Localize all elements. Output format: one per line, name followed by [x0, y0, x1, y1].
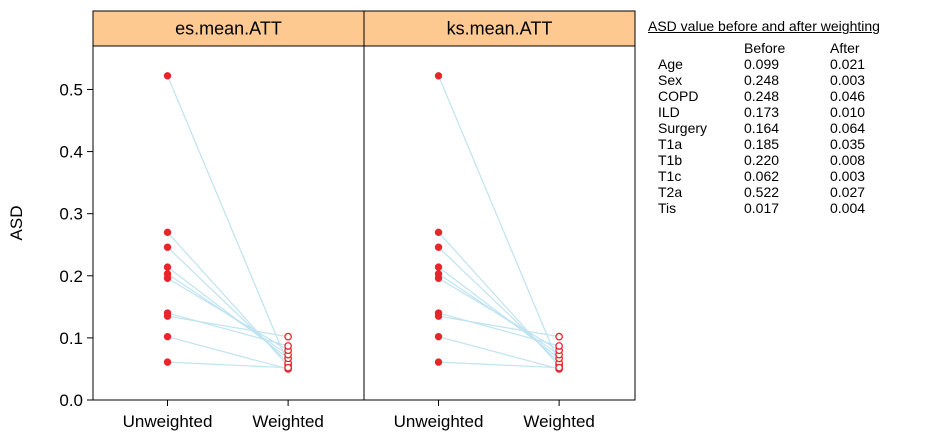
- row-after: 0.027: [830, 184, 866, 200]
- header-variable: [658, 40, 744, 56]
- asd-table: ASD value before and after weighting Bef…: [648, 18, 890, 216]
- y-tick-label: 0.1: [59, 329, 83, 348]
- row-after: 0.021: [830, 56, 866, 72]
- table-row: T2a 0.522 0.027: [658, 184, 890, 200]
- x-tick-label: Unweighted: [123, 412, 213, 431]
- row-after: 0.064: [830, 120, 866, 136]
- row-variable: Sex: [658, 72, 683, 88]
- unweighted-point: [163, 332, 172, 341]
- weighted-point: [555, 363, 563, 372]
- row-after: 0.003: [830, 168, 866, 184]
- panel-title: es.mean.ATT: [175, 19, 282, 39]
- unweighted-point: [163, 312, 172, 320]
- weighted-point: [284, 332, 292, 341]
- table-row: ILD 0.173 0.010: [658, 104, 890, 120]
- row-before: 0.173: [744, 104, 780, 120]
- y-tick-label: 0.5: [59, 80, 83, 99]
- table-row: Surgery 0.164 0.064: [658, 120, 890, 136]
- pair-line: [167, 312, 289, 347]
- table-row: Age 0.099 0.021: [658, 56, 890, 72]
- unweighted-point: [163, 274, 172, 282]
- row-variable: Surgery: [658, 120, 708, 136]
- row-after: 0.008: [830, 152, 866, 168]
- y-axis-label: ASD: [7, 206, 26, 241]
- unweighted-point: [434, 332, 443, 341]
- row-before: 0.185: [744, 136, 780, 152]
- row-variable: T1b: [658, 152, 683, 168]
- table-row: T1b 0.220 0.008: [658, 152, 890, 168]
- row-after: 0.003: [830, 72, 866, 88]
- row-before: 0.062: [744, 168, 780, 184]
- row-variable: Tis: [658, 200, 677, 216]
- pair-line: [438, 361, 560, 369]
- header-after: After: [830, 40, 860, 56]
- row-variable: T1c: [658, 168, 682, 184]
- table-row: Tis 0.017 0.004: [658, 200, 890, 216]
- pair-line: [167, 361, 289, 369]
- row-variable: Age: [658, 56, 683, 72]
- y-tick-label: 0.3: [59, 205, 83, 224]
- unweighted-point: [163, 72, 172, 80]
- panel-frame: [363, 45, 636, 401]
- x-tick-label: Unweighted: [394, 412, 484, 431]
- unweighted-point: [434, 228, 443, 237]
- row-variable: COPD: [658, 88, 699, 104]
- row-before: 0.522: [744, 184, 780, 200]
- unweighted-point: [163, 243, 172, 251]
- unweighted-point: [434, 72, 443, 80]
- y-tick-label: 0.4: [59, 143, 83, 162]
- asd-chart: es.mean.ATT Unweighted Weighted ks.mean.ATT…: [7, 10, 636, 431]
- row-after: 0.046: [830, 88, 866, 104]
- x-tick-label: Weighted: [523, 412, 595, 431]
- row-after: 0.004: [830, 200, 866, 216]
- pair-line: [167, 266, 289, 359]
- table-row: Sex 0.248 0.003: [658, 72, 890, 88]
- row-before: 0.017: [744, 200, 780, 216]
- table-header-row: Before After: [658, 40, 890, 56]
- row-variable: T1a: [658, 136, 683, 152]
- table-row: T1c 0.062 0.003: [658, 168, 890, 184]
- row-before: 0.164: [744, 120, 780, 136]
- row-before: 0.220: [744, 152, 780, 168]
- unweighted-point: [434, 243, 443, 251]
- row-before: 0.248: [744, 88, 780, 104]
- weighted-point: [555, 342, 563, 350]
- pair-line: [438, 336, 560, 370]
- x-tick-label: Weighted: [252, 412, 324, 431]
- pair-line: [167, 277, 289, 351]
- pair-line: [438, 315, 560, 338]
- row-after: 0.010: [830, 104, 866, 120]
- table-row: COPD 0.248 0.046: [658, 88, 890, 104]
- weighted-point: [555, 332, 563, 341]
- unweighted-point: [434, 263, 443, 271]
- table-body: Before After Age 0.099 0.021 Sex 0.248 0.003 C…: [658, 40, 890, 216]
- row-before: 0.248: [744, 72, 780, 88]
- weighted-point: [284, 363, 292, 372]
- y-tick-label: 0.0: [59, 391, 83, 410]
- unweighted-point: [163, 263, 172, 271]
- pair-line: [166, 75, 289, 365]
- pair-line: [438, 266, 560, 359]
- pair-line: [438, 312, 560, 347]
- unweighted-point: [163, 358, 172, 366]
- weighted-point: [284, 342, 292, 350]
- row-after: 0.035: [830, 136, 866, 152]
- pair-line: [438, 277, 560, 351]
- unweighted-point: [163, 228, 172, 237]
- panel-strip: [92, 10, 365, 47]
- pair-line: [167, 336, 289, 370]
- panel-title: ks.mean.ATT: [447, 19, 553, 39]
- table-row: T1a 0.185 0.035: [658, 136, 890, 152]
- pair-line: [437, 75, 560, 365]
- row-variable: ILD: [658, 104, 680, 120]
- unweighted-point: [434, 312, 443, 320]
- y-tick-label: 0.2: [59, 267, 83, 286]
- header-before: Before: [744, 40, 786, 56]
- row-variable: T2a: [658, 184, 683, 200]
- unweighted-point: [434, 274, 443, 282]
- pair-line: [167, 315, 289, 338]
- unweighted-point: [434, 358, 443, 366]
- row-before: 0.099: [744, 56, 780, 72]
- table-title: ASD value before and after weighting: [648, 18, 880, 34]
